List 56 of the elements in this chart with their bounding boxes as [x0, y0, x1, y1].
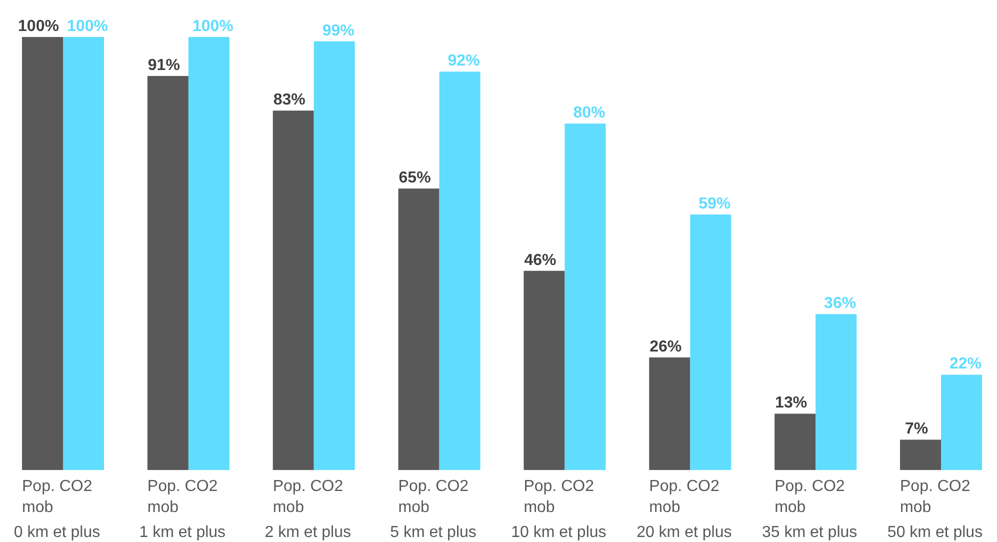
data-label: 100%	[67, 18, 108, 35]
data-label: 7%	[904, 420, 928, 438]
data-label: 99%	[322, 22, 354, 40]
bar	[564, 124, 606, 470]
data-label: 22%	[949, 356, 982, 373]
text: Pop. CO2	[147, 478, 218, 495]
data-label: 83%	[273, 92, 306, 109]
data-label: 13%	[775, 394, 808, 412]
bar	[272, 110, 314, 470]
text: mob	[900, 499, 932, 516]
x-tick-label: 50 km et plus	[887, 524, 983, 541]
bar	[649, 357, 690, 470]
text: mob	[524, 499, 555, 516]
bar	[900, 440, 941, 470]
text: Pop. CO2	[524, 478, 594, 495]
bar	[816, 314, 857, 470]
x-tick-label: 1 km et plus	[139, 524, 226, 541]
data-label: 91%	[148, 56, 180, 74]
x-tick-label: 20 km et plus	[636, 524, 732, 541]
text: Pop. CO2	[900, 478, 970, 495]
text: Pop. CO2	[22, 478, 92, 495]
data-label: 36%	[824, 295, 856, 312]
text: mob	[147, 499, 179, 516]
text: mob	[398, 499, 430, 516]
x-tick-label: 0 km et plus	[14, 524, 100, 541]
bar	[147, 76, 188, 470]
bar	[690, 214, 732, 470]
text: Pop. CO2	[649, 478, 720, 495]
bar	[941, 374, 982, 470]
data-label: 26%	[650, 338, 682, 356]
text: mob	[774, 499, 806, 516]
bar	[398, 188, 440, 470]
data-label: 65%	[398, 170, 431, 187]
data-label: 80%	[573, 104, 606, 122]
text: mob	[649, 499, 680, 516]
x-tick-label: 2 km et plus	[264, 524, 351, 541]
data-label: 100%	[192, 18, 234, 35]
text: Pop. CO2	[398, 478, 469, 495]
text: mob	[22, 499, 54, 516]
text: mob	[272, 499, 304, 516]
bar	[188, 37, 230, 470]
bar	[439, 72, 480, 470]
data-label: 100%	[18, 18, 59, 35]
bar	[314, 41, 355, 470]
x-tick-label: 10 km et plus	[511, 524, 606, 541]
bar	[63, 37, 104, 470]
bar	[22, 37, 63, 470]
text: Pop. CO2	[272, 478, 344, 495]
bar	[774, 414, 816, 470]
data-label: 92%	[448, 52, 480, 70]
data-label: 46%	[524, 252, 556, 269]
text: Pop. CO2	[774, 478, 845, 495]
x-tick-label: 5 km et plus	[390, 524, 476, 541]
bar	[524, 270, 565, 470]
data-label: 59%	[698, 196, 731, 213]
x-tick-label: 35 km et plus	[762, 524, 858, 541]
